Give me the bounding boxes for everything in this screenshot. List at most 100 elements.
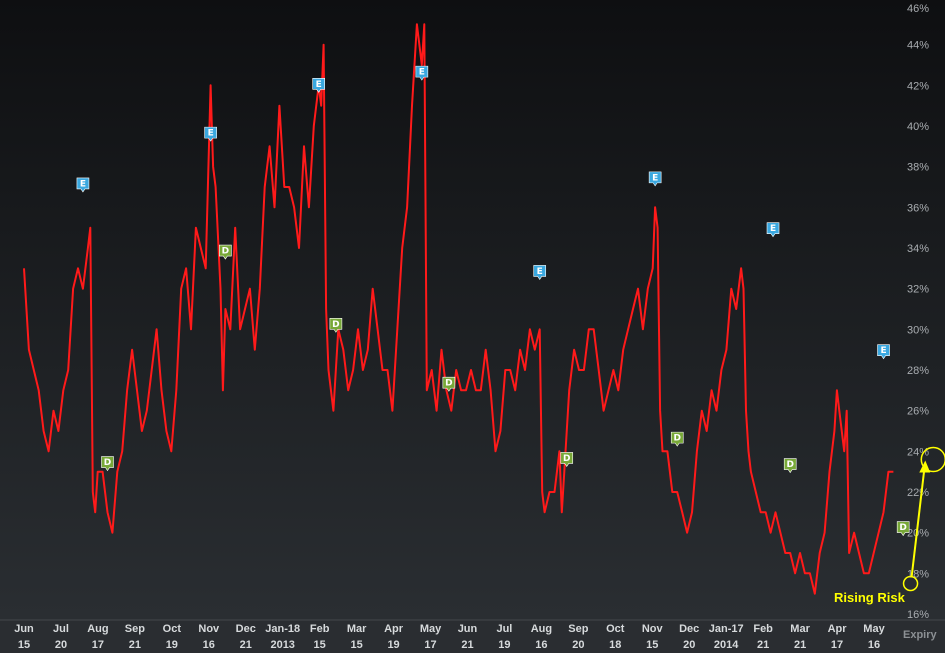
x-tick-label-month: Apr: [828, 623, 848, 635]
x-tick-label-day: 21: [129, 639, 141, 651]
x-tick-label-day: 16: [868, 639, 880, 651]
annotation-arrow-shaft: [910, 469, 926, 578]
x-tick-label-month: Feb: [310, 623, 330, 635]
marker-label: D: [332, 320, 339, 330]
x-tick-label-month: Feb: [753, 623, 773, 635]
x-tick-label-day: 2013: [270, 639, 294, 651]
marker-flag: [533, 265, 547, 280]
x-tick-label-day: 2014: [714, 639, 739, 651]
x-tick-label-month: Sep: [125, 623, 145, 635]
marker-label: E: [419, 68, 425, 78]
x-tick-label-day: 15: [350, 639, 362, 651]
marker-label: D: [563, 454, 570, 464]
earnings-marker: E: [533, 265, 547, 280]
x-tick-label-month: May: [420, 623, 442, 635]
x-tick-label-day: 15: [646, 639, 658, 651]
x-tick-label-day: 16: [535, 639, 547, 651]
earnings-marker: E: [766, 222, 780, 238]
marker-label: D: [674, 434, 681, 444]
x-tick-label-month: Jul: [496, 623, 512, 635]
marker-label: E: [537, 267, 543, 277]
y-tick-label: 46%: [907, 3, 929, 15]
marker-flag: [896, 521, 910, 537]
dividend-marker: D: [896, 521, 910, 537]
earnings-marker: E: [76, 177, 90, 193]
y-tick-label: 30%: [907, 324, 929, 336]
annotation-arrowhead: [919, 460, 931, 473]
y-tick-label: 22%: [907, 487, 929, 499]
x-tick-label-day: 19: [498, 639, 510, 651]
x-tick-label-day: 17: [831, 639, 843, 651]
marker-flag: [877, 344, 890, 360]
marker-flag: [766, 222, 780, 238]
x-tick-label-day: 20: [55, 639, 67, 651]
x-tick-label-month: Jan-17: [709, 623, 744, 635]
y-tick-label: 38%: [907, 162, 929, 174]
y-tick-label: 16%: [907, 609, 929, 621]
marker-layer: E E E E E E E E D D D D D D D D: [76, 65, 910, 537]
earnings-marker: E: [648, 171, 662, 187]
y-tick-label: 40%: [907, 121, 929, 133]
marker-flag: [312, 78, 325, 93]
x-axis-label: Expiry: [903, 629, 938, 641]
x-tick-label-day: 17: [424, 639, 436, 651]
marker-label: E: [316, 80, 322, 90]
x-tick-label-month: Oct: [163, 623, 182, 635]
y-tick-label: 28%: [907, 365, 929, 377]
dividend-marker: D: [101, 456, 114, 472]
marker-label: D: [445, 379, 452, 389]
x-tick-label-month: Jan-18: [265, 623, 300, 635]
y-tick-label: 24%: [907, 446, 929, 458]
x-tick-label-day: 21: [794, 639, 806, 651]
annotation-text: Rising Risk: [834, 590, 906, 605]
x-tick-label-month: Aug: [531, 623, 552, 635]
annotation-layer: Rising Risk: [834, 446, 945, 605]
marker-label: E: [880, 346, 886, 356]
x-tick-label-month: Mar: [347, 623, 367, 635]
marker-label: E: [770, 224, 776, 234]
x-tick-label-day: 19: [166, 639, 178, 651]
marker-label: D: [222, 247, 229, 257]
x-tick-label-day: 20: [572, 639, 584, 651]
x-tick-label-day: 18: [609, 639, 621, 651]
x-tick-label-month: Dec: [236, 623, 256, 635]
marker-flag: [101, 456, 114, 472]
annotation-end-circle: [920, 446, 945, 473]
dividend-marker: D: [442, 376, 456, 392]
x-tick-label-month: Jul: [53, 623, 69, 635]
y-tick-label: 20%: [907, 528, 929, 540]
marker-flag: [648, 171, 662, 187]
y-tick-label: 36%: [907, 202, 929, 214]
earnings-marker: E: [312, 78, 325, 93]
marker-flag: [783, 458, 797, 474]
marker-flag: [76, 177, 90, 193]
marker-flag: [219, 244, 232, 260]
marker-label: D: [104, 458, 111, 468]
x-tick-label-day: 15: [18, 639, 30, 651]
x-tick-label-month: Mar: [790, 623, 810, 635]
iv-series-line: [23, 23, 894, 595]
marker-flag: [415, 65, 429, 81]
x-tick-label-month: Sep: [568, 623, 588, 635]
x-tick-label-month: Jun: [14, 623, 34, 635]
earnings-marker: E: [877, 344, 890, 360]
earnings-marker: E: [415, 65, 429, 81]
dividend-marker: D: [783, 458, 797, 474]
marker-label: D: [899, 523, 906, 533]
x-tick-label-month: Oct: [606, 623, 625, 635]
x-axis-band: [0, 620, 945, 653]
marker-label: E: [652, 173, 658, 183]
marker-label: E: [208, 129, 214, 139]
annotation-start-circle: [902, 575, 919, 592]
x-tick-label-month: Aug: [87, 623, 108, 635]
x-tick-label-month: May: [863, 623, 885, 635]
marker-flag: [204, 126, 217, 142]
dividend-marker: D: [219, 244, 232, 260]
marker-flag: [442, 376, 456, 392]
x-tick-label-month: Apr: [384, 623, 404, 635]
x-tick-label-month: Nov: [198, 623, 220, 635]
y-tick-label: 32%: [907, 284, 929, 296]
dividend-marker: D: [560, 452, 574, 468]
marker-flag: [329, 317, 343, 333]
series-layer: [23, 23, 894, 595]
